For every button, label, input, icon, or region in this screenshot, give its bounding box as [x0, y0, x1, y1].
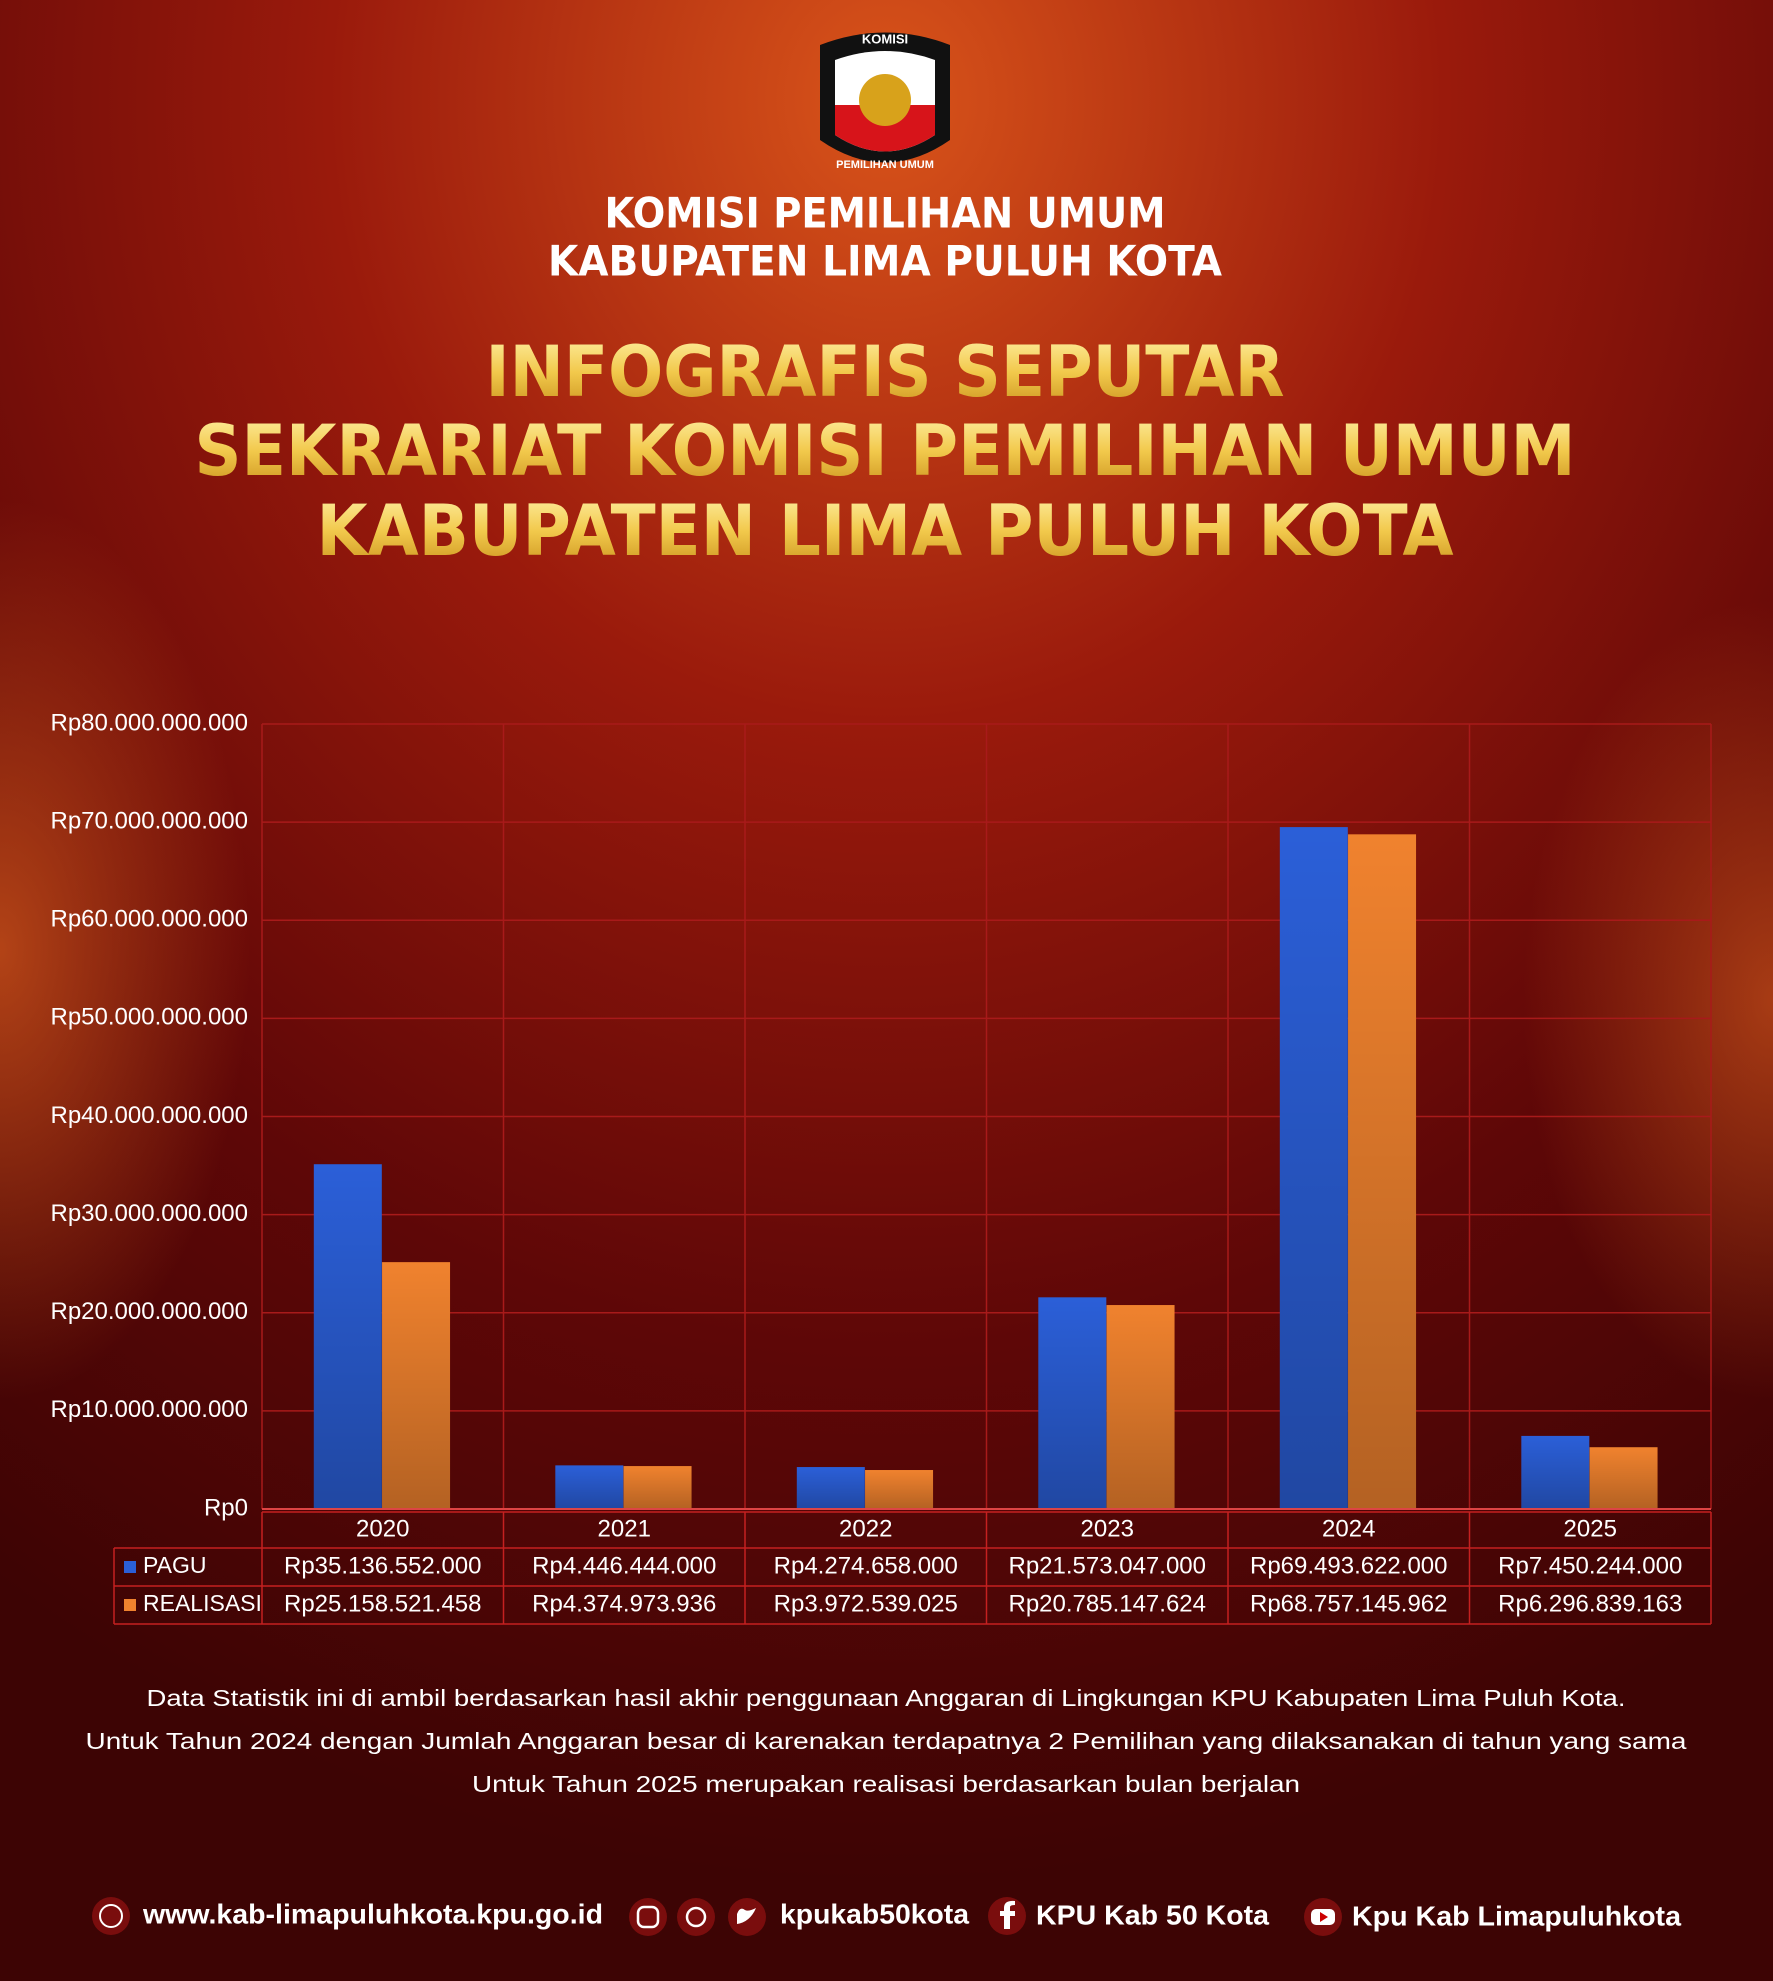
bar-shade — [555, 1465, 624, 1509]
bar-shade — [313, 1164, 382, 1509]
table-value: Rp4.446.444.000 — [532, 1552, 716, 1579]
legend-label: REALISASI — [143, 1590, 262, 1616]
glow — [0, 500, 500, 1400]
logo-text: PEMILIHAN UMUM — [836, 159, 934, 171]
org-name: KOMISI PEMILIHAN UMUM — [605, 189, 1166, 238]
glow — [1273, 600, 1773, 1400]
note: Untuk Tahun 2025 merupakan realisasi ber… — [472, 1771, 1300, 1797]
x-tick-label: 2025 — [1564, 1515, 1617, 1542]
note: Data Statistik ini di ambil berdasarkan … — [147, 1685, 1626, 1711]
legend-swatch — [124, 1561, 136, 1573]
table-value: Rp7.450.244.000 — [1498, 1552, 1682, 1579]
y-tick-label: Rp30.000.000.000 — [50, 1200, 248, 1227]
note: Untuk Tahun 2024 dengan Jumlah Anggaran … — [86, 1728, 1687, 1754]
footer-social[interactable]: kpukab50kota — [780, 1898, 969, 1929]
bar-shade — [865, 1470, 934, 1509]
chart-title: INFOGRAFIS SEPUTAR — [486, 331, 1285, 413]
bar-shade — [1348, 834, 1417, 1509]
x-tick-label: 2021 — [598, 1515, 651, 1542]
y-tick-label: Rp70.000.000.000 — [50, 807, 248, 834]
bar-shade — [1038, 1297, 1107, 1509]
y-tick-label: Rp40.000.000.000 — [50, 1102, 248, 1129]
footer-website[interactable]: www.kab-limapuluhkota.kpu.go.id — [142, 1898, 603, 1929]
x-tick-label: 2024 — [1322, 1515, 1375, 1542]
y-tick-label: Rp0 — [204, 1494, 248, 1521]
footer: www.kab-limapuluhkota.kpu.go.id kpukab50… — [92, 1897, 1681, 1936]
legend-label: PAGU — [143, 1552, 206, 1578]
y-tick-label: Rp10.000.000.000 — [50, 1396, 248, 1423]
bar-shade — [796, 1467, 865, 1509]
chart-title: SEKRARIAT KOMISI PEMILIHAN UMUM — [195, 410, 1576, 492]
table-value: Rp6.296.839.163 — [1498, 1590, 1682, 1617]
chart-title: KABUPATEN LIMA PULUH KOTA — [317, 490, 1454, 572]
table-value: Rp25.158.521.458 — [284, 1590, 482, 1617]
table-value: Rp35.136.552.000 — [284, 1552, 482, 1579]
table-value: Rp21.573.047.000 — [1008, 1552, 1206, 1579]
table-value: Rp4.274.658.000 — [774, 1552, 958, 1579]
x-tick-label: 2023 — [1081, 1515, 1134, 1542]
footer-youtube[interactable]: Kpu Kab Limapuluhkota — [1352, 1900, 1681, 1931]
table-value: Rp20.785.147.624 — [1008, 1590, 1206, 1617]
y-tick-label: Rp60.000.000.000 — [50, 906, 248, 933]
logo: KOMISI PEMILIHAN UMUM — [820, 31, 950, 171]
bar-shade — [1521, 1435, 1590, 1509]
logo-text: KOMISI — [862, 31, 908, 46]
bar-shade — [623, 1466, 692, 1509]
table-value: Rp3.972.539.025 — [774, 1590, 958, 1617]
table-value: Rp4.374.973.936 — [532, 1590, 716, 1617]
y-tick-label: Rp20.000.000.000 — [50, 1298, 248, 1325]
table-value: Rp69.493.622.000 — [1250, 1552, 1448, 1579]
y-tick-label: Rp50.000.000.000 — [50, 1004, 248, 1031]
bar-shade — [1279, 827, 1348, 1509]
bar-shade — [1589, 1447, 1658, 1509]
org-name: KABUPATEN LIMA PULUH KOTA — [548, 237, 1222, 286]
x-tick-label: 2020 — [356, 1515, 409, 1542]
y-tick-label: Rp80.000.000.000 — [50, 709, 248, 736]
footer-facebook[interactable]: KPU Kab 50 Kota — [1036, 1899, 1269, 1930]
legend-swatch — [124, 1599, 136, 1611]
table-value: Rp68.757.145.962 — [1250, 1590, 1448, 1617]
bar-shade — [1106, 1305, 1175, 1509]
bar-shade — [382, 1262, 451, 1509]
x-tick-label: 2022 — [839, 1515, 892, 1542]
